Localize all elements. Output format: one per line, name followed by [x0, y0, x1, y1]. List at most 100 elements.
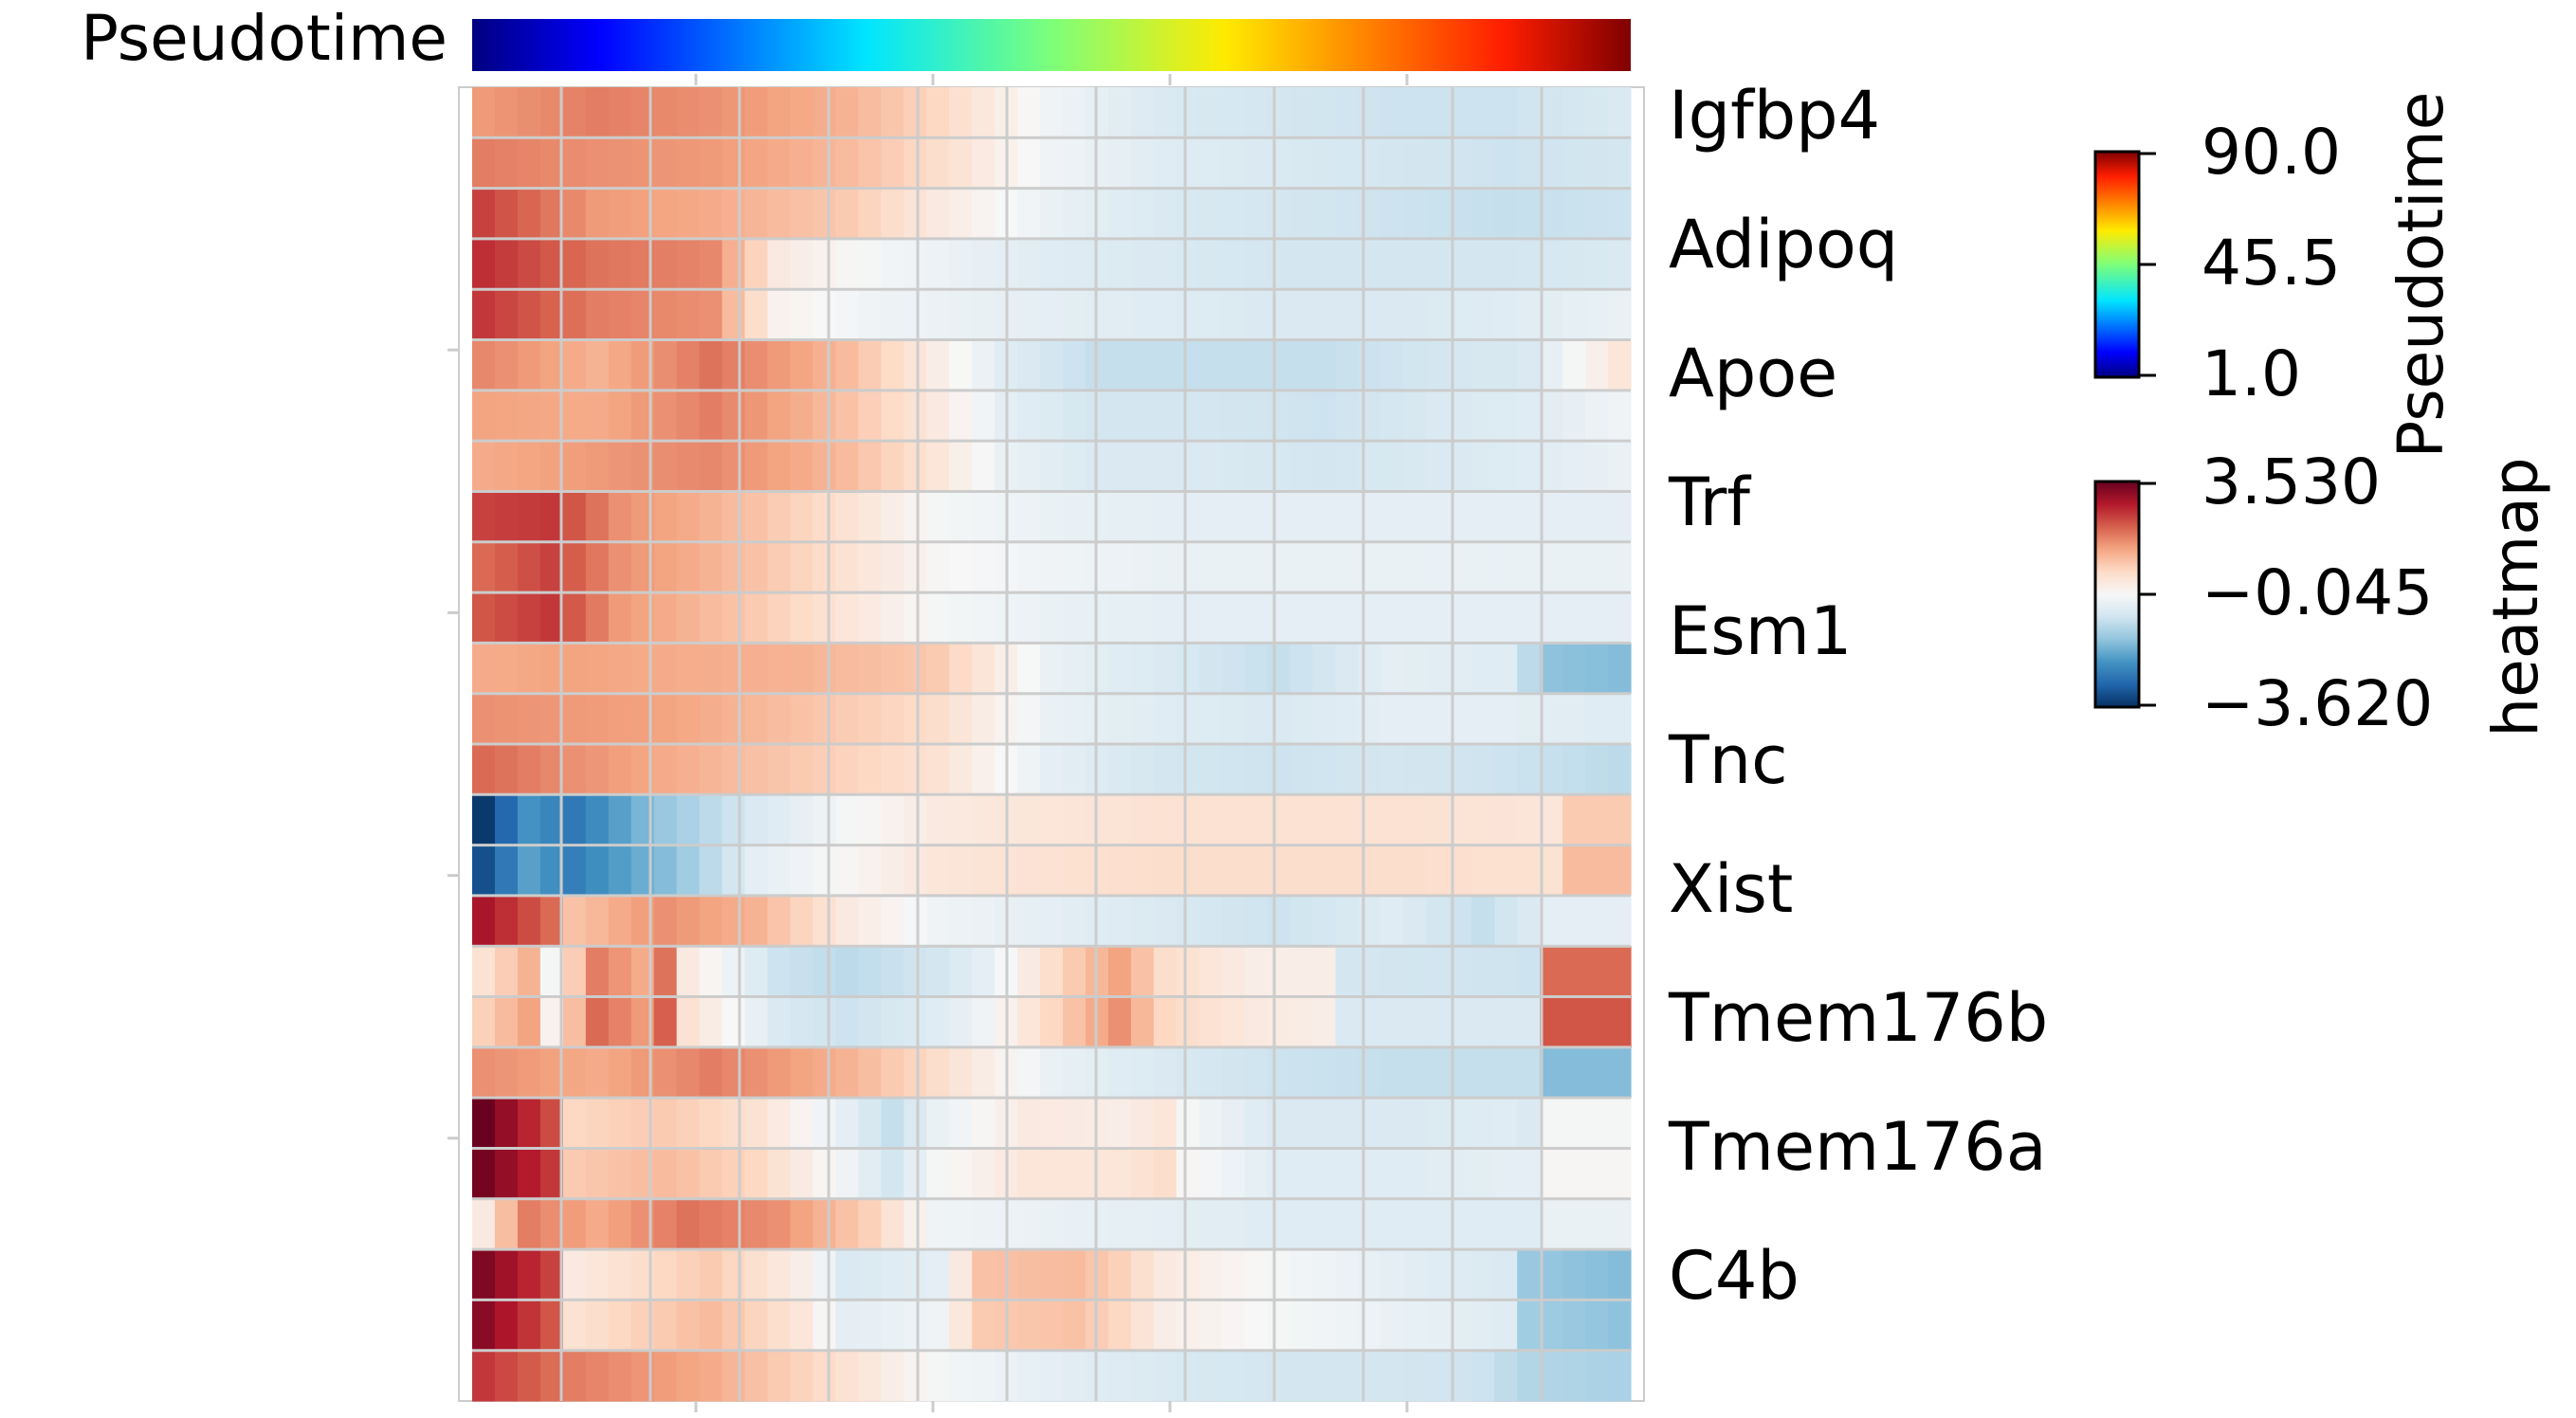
- heatmap-cell: [1494, 592, 1518, 644]
- heatmap-cell: [1540, 592, 1563, 644]
- heatmap-cell: [472, 693, 496, 745]
- heatmap-cell: [1062, 1098, 1087, 1150]
- heatmap-cell: [517, 441, 541, 493]
- heatmap-cell: [1585, 1300, 1609, 1352]
- heatmap-cells: [472, 87, 1632, 1402]
- heatmap-cell: [699, 1148, 723, 1200]
- heatmap-cell: [1608, 541, 1632, 593]
- heatmap-cell: [1562, 289, 1586, 341]
- heatmap-cell: [1335, 188, 1360, 240]
- heatmap-cell: [1494, 441, 1518, 493]
- heatmap-cell: [1494, 1300, 1518, 1352]
- heatmap-cell: [653, 289, 678, 341]
- heatmap-cell: [585, 1350, 610, 1402]
- heatmap-cell: [676, 87, 701, 138]
- heatmap-cell: [858, 339, 882, 391]
- heatmap-cell: [1130, 339, 1155, 391]
- heatmap-cell: [1062, 1046, 1087, 1099]
- heatmap-cell: [608, 87, 632, 138]
- heatmap-cell: [813, 289, 836, 341]
- heatmap-cell: [1403, 491, 1427, 543]
- heatmap-cell: [1289, 1046, 1314, 1099]
- heatmap-cell: [1198, 794, 1223, 846]
- heatmap-cell: [585, 1198, 610, 1250]
- heatmap-cell: [904, 996, 927, 1048]
- heatmap-cell: [699, 946, 723, 998]
- heatmap-cell: [1130, 845, 1155, 897]
- heatmap-cell: [744, 794, 769, 846]
- heatmap-cell: [1471, 643, 1495, 695]
- heatmap-cell: [1608, 1198, 1632, 1250]
- heatmap-cell: [676, 1148, 701, 1200]
- heatmap-cell: [539, 390, 564, 442]
- heatmap-cell: [949, 996, 973, 1048]
- heatmap-cell: [972, 1046, 996, 1099]
- heatmap-cell: [494, 87, 519, 138]
- heatmap-cell: [1562, 491, 1586, 543]
- heatmap-cell: [1130, 1350, 1155, 1402]
- heatmap-cell: [608, 1350, 632, 1402]
- heatmap-cell: [1198, 845, 1223, 897]
- heatmap-cell: [744, 845, 769, 897]
- heatmap-cell: [472, 188, 496, 240]
- heatmap-cell: [1176, 643, 1200, 695]
- heatmap-cell: [1403, 693, 1427, 745]
- heatmap-cell: [699, 1350, 723, 1402]
- heatmap-cell: [790, 87, 814, 138]
- heatmap-cell: [1130, 946, 1155, 998]
- heatmap-cell: [1017, 592, 1041, 644]
- heatmap-cell: [539, 441, 564, 493]
- heatmap-cell: [562, 87, 587, 138]
- heatmap-cell: [1312, 794, 1337, 846]
- heatmap-cell: [472, 996, 496, 1048]
- heatmap-cell: [1107, 87, 1132, 138]
- heatmap-cell: [1130, 238, 1155, 290]
- heatmap-cell: [1130, 1300, 1155, 1352]
- heatmap-cell: [1198, 339, 1223, 391]
- heatmap-cell: [1608, 643, 1632, 695]
- heatmap-cell: [1312, 1198, 1337, 1250]
- heatmap-cell: [1221, 895, 1246, 947]
- heatmap-cell: [1335, 946, 1360, 998]
- gene-label: Igfbp4: [1669, 77, 1880, 155]
- heatmap-cell: [904, 390, 927, 442]
- heatmap-cell: [1471, 693, 1495, 745]
- heatmap-cell: [1380, 1046, 1404, 1099]
- heatmap-cell: [1289, 693, 1314, 745]
- heatmap-cell: [1176, 794, 1200, 846]
- heatmap-cell: [1517, 491, 1541, 543]
- heatmap-cell: [1608, 289, 1632, 341]
- heatmap-cell: [813, 895, 836, 947]
- heatmap-cell: [1471, 845, 1495, 897]
- heatmap-cell: [1380, 946, 1404, 998]
- heatmap-cell: [539, 541, 564, 593]
- heatmap-cell: [972, 1148, 996, 1200]
- heatmap-cell: [1562, 137, 1586, 190]
- heatmap-cell: [881, 188, 904, 240]
- heatmap-cell: [653, 1198, 678, 1250]
- pseudotime-colorbar-label: Pseudotime: [2384, 92, 2457, 459]
- heatmap-cell: [722, 1098, 746, 1150]
- heatmap-cell: [1176, 1350, 1200, 1402]
- heatmap-cell: [1017, 541, 1041, 593]
- heatmap-cell: [1062, 390, 1087, 442]
- heatmap-cell: [472, 541, 496, 593]
- heatmap-cell: [653, 744, 678, 795]
- heatmap-cell: [858, 895, 882, 947]
- heatmap-cell: [1585, 643, 1609, 695]
- heatmap-cell: [972, 137, 996, 190]
- heatmap-cell: [517, 744, 541, 795]
- heatmap-cell: [858, 137, 882, 190]
- heatmap-cell: [949, 541, 973, 593]
- heatmap-cell: [1267, 238, 1291, 290]
- heatmap-cell: [1153, 87, 1178, 138]
- heatmap-cell: [744, 541, 769, 593]
- heatmap-cell: [1426, 1198, 1450, 1250]
- heatmap-cell: [1562, 744, 1586, 795]
- heatmap-ticks: [448, 74, 1409, 1412]
- heatmap-cell: [1312, 946, 1337, 998]
- heatmap-cell: [676, 1198, 701, 1250]
- heatmap-cell: [1221, 188, 1246, 240]
- heatmap-cell: [722, 643, 746, 695]
- heatmap-cell: [949, 592, 973, 644]
